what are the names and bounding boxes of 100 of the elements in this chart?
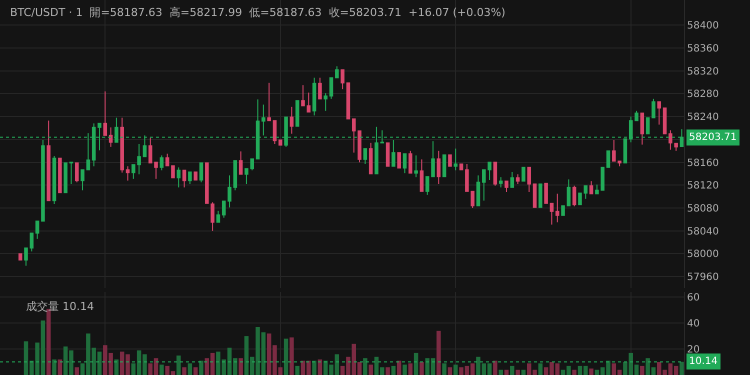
bar <box>589 368 594 375</box>
bar <box>538 363 543 375</box>
candlestick <box>30 232 34 252</box>
candlestick <box>402 153 407 174</box>
candlestick <box>165 153 170 166</box>
candlestick <box>238 150 243 175</box>
y-tick-label: 58040 <box>687 226 719 238</box>
bar <box>420 362 424 375</box>
bar <box>504 370 509 375</box>
candlestick <box>272 120 277 144</box>
candlestick <box>262 104 266 136</box>
candlestick <box>566 178 571 206</box>
candlestick <box>103 90 108 136</box>
candlestick <box>46 120 50 202</box>
bar <box>312 360 316 375</box>
y-tick-label: 58280 <box>687 89 719 100</box>
candlestick <box>18 253 22 260</box>
candlestick <box>652 98 656 118</box>
bar <box>160 364 164 375</box>
candlestick <box>516 174 520 184</box>
bar <box>442 363 446 375</box>
candlestick <box>301 84 305 106</box>
candlestick <box>58 158 62 194</box>
y-tick-label: 58120 <box>687 180 719 192</box>
candlestick <box>222 200 226 218</box>
ref-line-label: 10.14 <box>689 356 718 367</box>
bar <box>52 359 56 375</box>
bar <box>114 359 119 375</box>
candlestick <box>657 101 662 126</box>
bar <box>408 363 413 375</box>
ref-line-label: 58203.71 <box>689 132 737 143</box>
y-tick-label: 58080 <box>687 204 719 214</box>
bar <box>402 364 407 375</box>
bar <box>238 358 243 375</box>
y-tick-label: 58320 <box>687 66 719 78</box>
bar <box>516 370 520 375</box>
candlestick <box>52 156 56 204</box>
bar <box>414 352 418 375</box>
candlestick <box>318 77 322 100</box>
bar <box>74 367 79 375</box>
candlestick <box>386 142 390 167</box>
candlestick <box>584 185 588 200</box>
y-tick-label: 57960 <box>687 272 719 284</box>
bar <box>176 356 181 375</box>
candlestick <box>555 193 560 223</box>
bar <box>386 367 390 375</box>
candlestick <box>454 148 458 171</box>
candlestick <box>397 152 401 168</box>
candlestick <box>532 184 537 208</box>
candlestick <box>267 82 271 122</box>
text: BTC/USDT · 1 開=58187.63 高=58217.99 低=58187.63 收=58203.71 +16.07 (+0.03%) <box>10 6 506 19</box>
candlestick <box>312 77 316 116</box>
candlestick <box>64 162 68 194</box>
candlestick <box>476 174 480 206</box>
candlestick <box>420 158 424 192</box>
candlestick <box>171 165 175 178</box>
candlestick <box>561 205 565 216</box>
candlestick <box>295 100 300 127</box>
candlestick <box>324 92 328 112</box>
candlestick <box>392 140 396 167</box>
bar <box>436 330 441 375</box>
candlestick <box>363 148 368 164</box>
candlestick <box>199 162 204 183</box>
candlestick <box>578 192 582 206</box>
candlestick <box>640 112 644 146</box>
y-tick-label: 40 <box>687 318 700 330</box>
bar <box>295 366 300 375</box>
candlestick <box>522 166 526 182</box>
candlestick <box>448 154 452 167</box>
candlestick <box>431 140 435 178</box>
candlestick <box>160 154 164 171</box>
candlestick <box>504 180 508 192</box>
candlestick <box>74 162 79 183</box>
candlestick <box>278 140 282 146</box>
bar <box>498 370 503 375</box>
bar <box>448 367 452 375</box>
candlestick <box>662 108 667 134</box>
candlestick <box>335 66 339 78</box>
annotation: 成交量 10.14 <box>26 300 94 313</box>
y-tick-label: 58240 <box>687 112 719 124</box>
bar <box>521 370 526 375</box>
y-tick-label: 60 <box>687 292 700 304</box>
candlestick <box>606 150 610 168</box>
candlestick <box>126 166 130 182</box>
bar <box>396 360 402 375</box>
candlestick <box>80 169 84 191</box>
candlestick <box>176 166 181 188</box>
bar <box>572 370 576 375</box>
bar <box>510 366 514 375</box>
candlestick <box>340 69 344 90</box>
candlestick <box>69 162 74 184</box>
candlestick <box>35 220 40 240</box>
candlestick <box>510 172 514 188</box>
bar <box>284 338 288 375</box>
candlestick <box>425 176 430 196</box>
candlestick <box>228 174 232 208</box>
candlestick <box>108 126 113 148</box>
candlestick <box>572 185 576 207</box>
candlestick <box>414 154 418 178</box>
bar <box>391 366 396 375</box>
